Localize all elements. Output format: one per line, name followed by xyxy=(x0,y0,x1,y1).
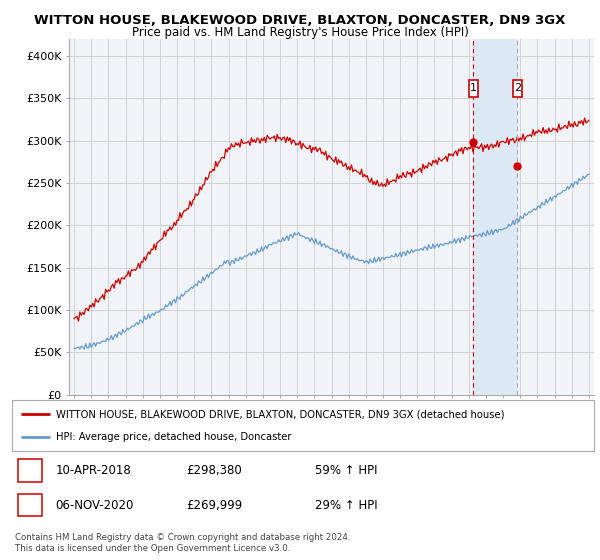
Bar xyxy=(473,39,517,395)
Text: 06-NOV-2020: 06-NOV-2020 xyxy=(56,498,134,511)
Bar xyxy=(513,80,522,97)
Text: 29% ↑ HPI: 29% ↑ HPI xyxy=(314,498,377,511)
Text: WITTON HOUSE, BLAKEWOOD DRIVE, BLAXTON, DONCASTER, DN9 3GX (detached house): WITTON HOUSE, BLAKEWOOD DRIVE, BLAXTON, … xyxy=(56,409,504,419)
Text: 2: 2 xyxy=(514,83,521,94)
Text: 2: 2 xyxy=(26,498,34,511)
Text: WITTON HOUSE, BLAKEWOOD DRIVE, BLAXTON, DONCASTER, DN9 3GX: WITTON HOUSE, BLAKEWOOD DRIVE, BLAXTON, … xyxy=(34,14,566,27)
Text: Contains HM Land Registry data © Crown copyright and database right 2024.
This d: Contains HM Land Registry data © Crown c… xyxy=(15,533,350,553)
Text: 10-APR-2018: 10-APR-2018 xyxy=(56,464,131,477)
Text: 59% ↑ HPI: 59% ↑ HPI xyxy=(314,464,377,477)
Text: HPI: Average price, detached house, Doncaster: HPI: Average price, detached house, Donc… xyxy=(56,432,291,442)
Text: £269,999: £269,999 xyxy=(187,498,243,511)
Bar xyxy=(469,80,478,97)
Text: 1: 1 xyxy=(26,464,34,477)
Text: Price paid vs. HM Land Registry's House Price Index (HPI): Price paid vs. HM Land Registry's House … xyxy=(131,26,469,39)
Bar xyxy=(18,494,42,516)
Bar xyxy=(18,459,42,482)
Text: £298,380: £298,380 xyxy=(187,464,242,477)
Text: 1: 1 xyxy=(470,83,477,94)
